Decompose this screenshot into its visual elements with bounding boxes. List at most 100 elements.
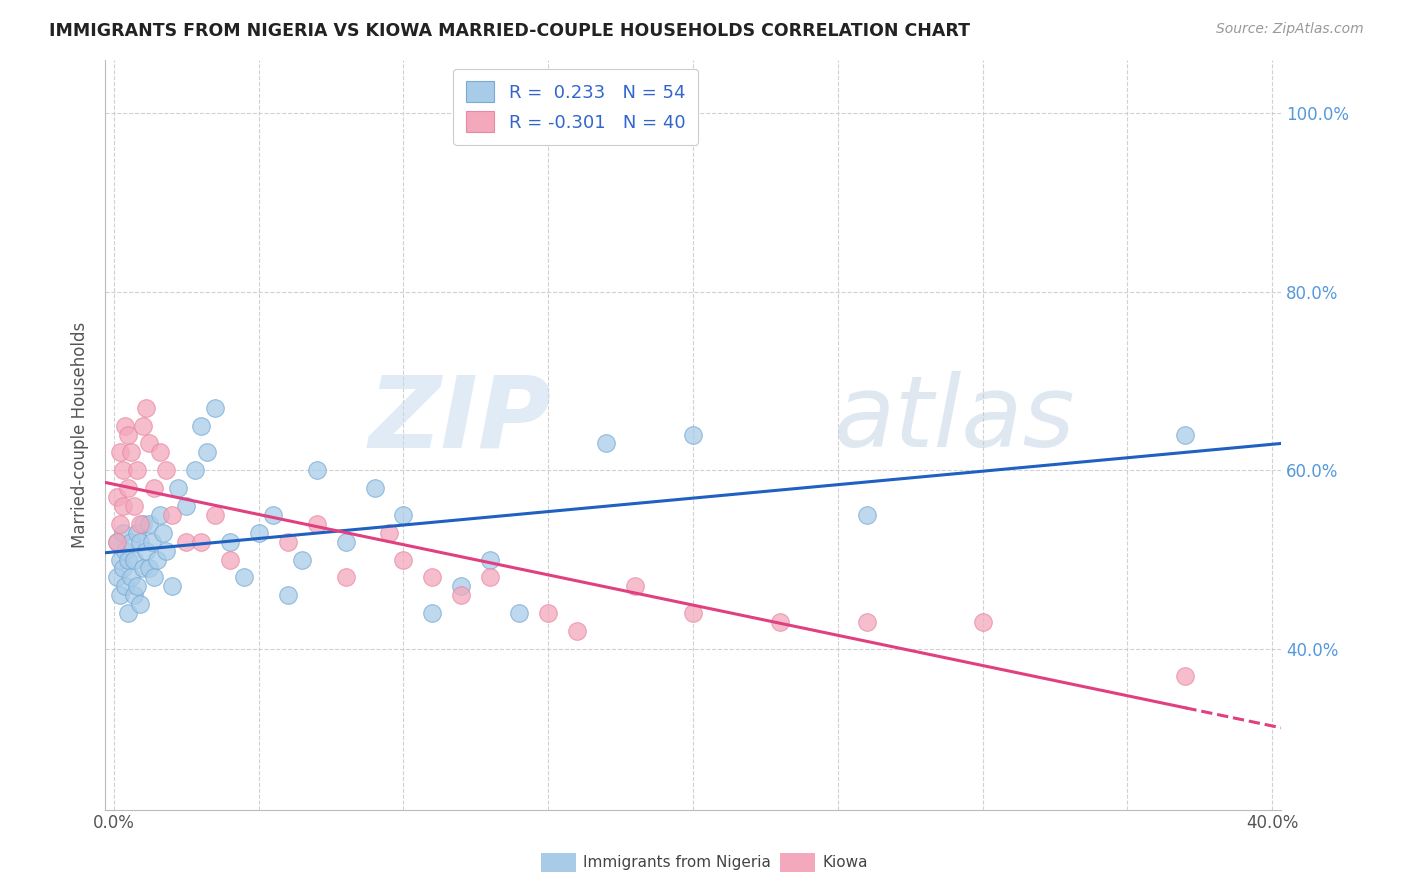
- Point: [132, 561, 155, 575]
- Point: [422, 570, 444, 584]
- Point: [856, 615, 879, 629]
- Point: [160, 579, 183, 593]
- Point: [537, 606, 560, 620]
- Text: Kiowa: Kiowa: [823, 855, 868, 870]
- Point: [138, 561, 160, 575]
- Text: Source: ZipAtlas.com: Source: ZipAtlas.com: [1216, 22, 1364, 37]
- Point: [129, 534, 152, 549]
- Point: [108, 445, 131, 459]
- Point: [1174, 427, 1197, 442]
- Point: [291, 552, 314, 566]
- Legend: R =  0.233   N = 54, R = -0.301   N = 40: R = 0.233 N = 54, R = -0.301 N = 40: [453, 69, 699, 145]
- Point: [204, 401, 226, 415]
- Point: [335, 534, 357, 549]
- Point: [277, 588, 299, 602]
- Point: [392, 508, 415, 522]
- Point: [132, 516, 155, 531]
- Point: [422, 606, 444, 620]
- Point: [122, 499, 145, 513]
- Point: [218, 552, 240, 566]
- Point: [108, 516, 131, 531]
- Point: [105, 534, 128, 549]
- Point: [114, 543, 136, 558]
- Point: [190, 418, 212, 433]
- Point: [125, 579, 148, 593]
- Text: IMMIGRANTS FROM NIGERIA VS KIOWA MARRIED-COUPLE HOUSEHOLDS CORRELATION CHART: IMMIGRANTS FROM NIGERIA VS KIOWA MARRIED…: [49, 22, 970, 40]
- Point: [122, 552, 145, 566]
- Point: [114, 418, 136, 433]
- Y-axis label: Married-couple Households: Married-couple Households: [72, 321, 89, 548]
- Point: [120, 570, 142, 584]
- Point: [305, 516, 328, 531]
- Point: [149, 445, 172, 459]
- Point: [120, 534, 142, 549]
- Point: [143, 570, 166, 584]
- Point: [218, 534, 240, 549]
- Point: [129, 516, 152, 531]
- Point: [155, 543, 177, 558]
- Point: [305, 463, 328, 477]
- Point: [138, 436, 160, 450]
- Point: [277, 534, 299, 549]
- Point: [105, 490, 128, 504]
- Point: [138, 516, 160, 531]
- Point: [247, 525, 270, 540]
- Point: [682, 606, 704, 620]
- Point: [105, 534, 128, 549]
- Point: [378, 525, 401, 540]
- Point: [143, 481, 166, 495]
- Text: atlas: atlas: [834, 371, 1076, 468]
- Text: Immigrants from Nigeria: Immigrants from Nigeria: [583, 855, 772, 870]
- Point: [129, 597, 152, 611]
- Point: [105, 570, 128, 584]
- Point: [624, 579, 647, 593]
- Point: [450, 579, 472, 593]
- Point: [111, 499, 134, 513]
- Point: [769, 615, 792, 629]
- Point: [141, 534, 163, 549]
- Point: [152, 525, 174, 540]
- Point: [108, 588, 131, 602]
- Point: [190, 534, 212, 549]
- Point: [117, 552, 139, 566]
- Point: [450, 588, 472, 602]
- Point: [146, 552, 169, 566]
- Point: [856, 508, 879, 522]
- Point: [176, 499, 198, 513]
- Point: [125, 463, 148, 477]
- Point: [567, 624, 589, 638]
- Point: [111, 525, 134, 540]
- Point: [1174, 668, 1197, 682]
- Point: [479, 570, 502, 584]
- Point: [135, 401, 157, 415]
- Point: [111, 463, 134, 477]
- Point: [155, 463, 177, 477]
- Point: [117, 606, 139, 620]
- Point: [135, 543, 157, 558]
- Point: [122, 588, 145, 602]
- Point: [149, 508, 172, 522]
- Point: [108, 552, 131, 566]
- Point: [363, 481, 385, 495]
- Text: ZIP: ZIP: [368, 371, 553, 468]
- Point: [233, 570, 256, 584]
- Point: [335, 570, 357, 584]
- Point: [132, 418, 155, 433]
- Point: [120, 445, 142, 459]
- Point: [479, 552, 502, 566]
- Point: [117, 427, 139, 442]
- Point: [204, 508, 226, 522]
- Point: [176, 534, 198, 549]
- Point: [114, 579, 136, 593]
- Point: [682, 427, 704, 442]
- Point: [972, 615, 994, 629]
- Point: [595, 436, 617, 450]
- Point: [508, 606, 530, 620]
- Point: [195, 445, 218, 459]
- Point: [262, 508, 284, 522]
- Point: [392, 552, 415, 566]
- Point: [117, 481, 139, 495]
- Point: [166, 481, 188, 495]
- Point: [111, 561, 134, 575]
- Point: [125, 525, 148, 540]
